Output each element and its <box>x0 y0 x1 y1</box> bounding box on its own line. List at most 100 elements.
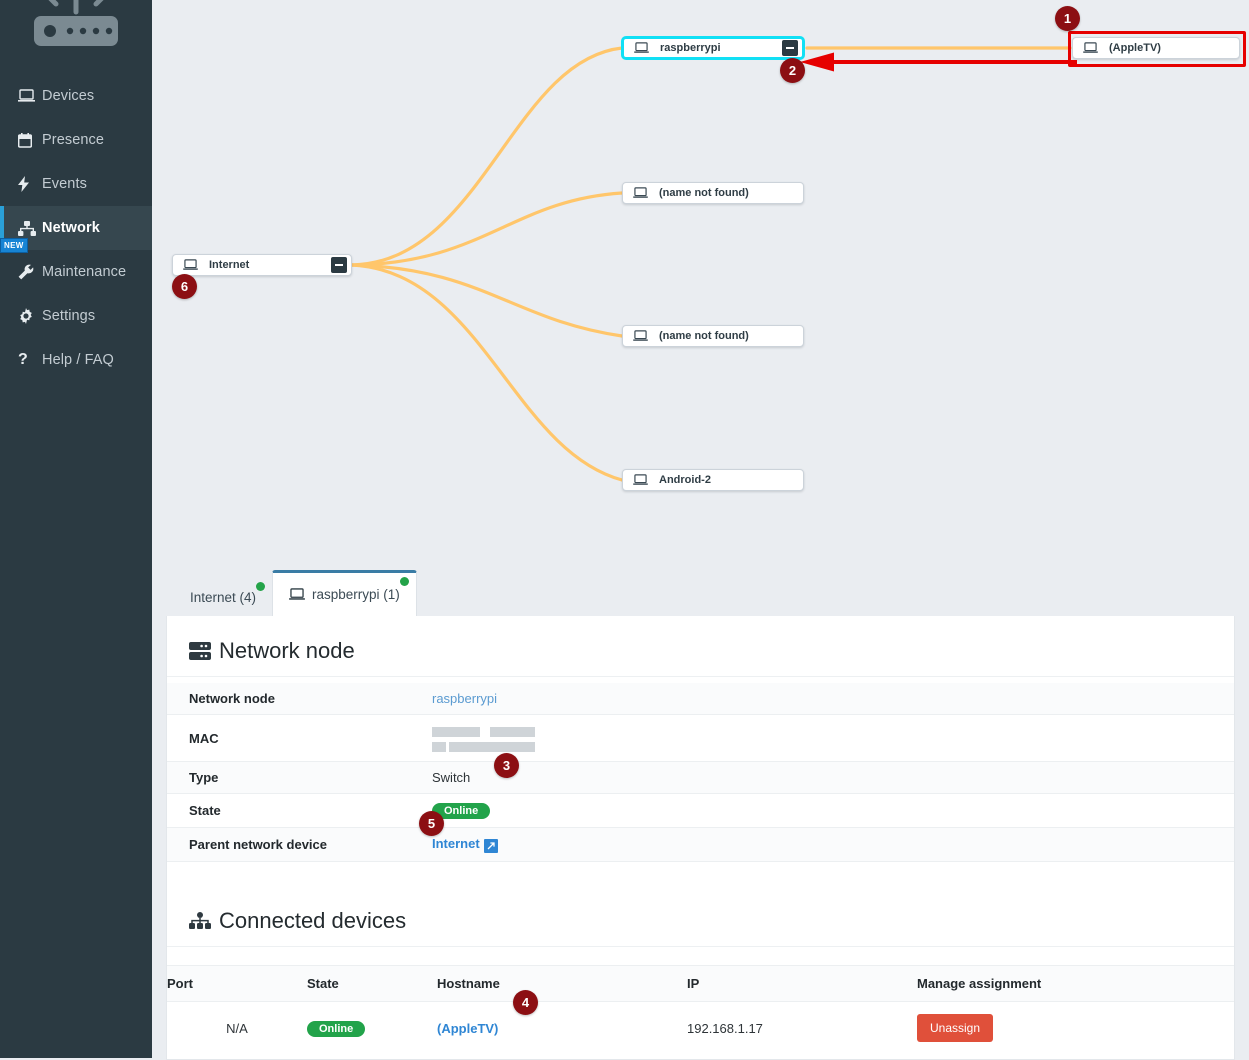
sidebar-item-help-faq[interactable]: ? Help / FAQ <box>0 338 152 382</box>
column-header-hostname: Hostname <box>437 965 687 1002</box>
status-dot-online <box>399 577 409 586</box>
section-title: Connected devices <box>219 908 407 933</box>
column-header-ip: IP <box>687 965 917 1002</box>
detail-row-state: State Online <box>167 794 1234 828</box>
topology-node-internet[interactable]: Internet <box>172 254 352 276</box>
laptop-icon <box>633 187 648 199</box>
server-icon <box>189 641 211 661</box>
column-header-port: Port <box>167 965 307 1002</box>
wrench-icon <box>18 264 42 280</box>
question-icon: ? <box>18 351 28 368</box>
sidebar-item-settings[interactable]: Settings <box>0 294 152 338</box>
detail-panel: Internet (4) raspberrypi (1) Network nod… <box>152 566 1249 1060</box>
column-header-manage-assignment: Manage assignment <box>917 965 1234 1002</box>
cell-state: Online <box>307 1002 437 1055</box>
topology-node-unknown-1[interactable]: (name not found) <box>622 182 804 204</box>
unassign-button[interactable]: Unassign <box>917 1014 994 1042</box>
sitemap-icon <box>18 220 42 236</box>
topology-edges <box>350 46 1072 482</box>
collapse-toggle-internet[interactable] <box>331 257 347 273</box>
detail-key: Network node <box>189 691 275 706</box>
detail-key: MAC <box>189 730 219 746</box>
sidebar-item-events[interactable]: Events <box>0 162 152 206</box>
collapse-toggle-raspberrypi[interactable] <box>782 40 798 56</box>
annotation-marker-4: 4 <box>513 990 538 1015</box>
app-logo[interactable] <box>0 0 152 60</box>
tab-label: raspberrypi (1) <box>312 587 400 602</box>
sidebar-item-devices[interactable]: Devices <box>0 74 152 118</box>
network-topology-diagram[interactable]: Internet raspberrypi (name not found) (n… <box>152 0 1249 566</box>
tab-internet[interactable]: Internet (4) <box>174 578 272 616</box>
tab-raspberrypi[interactable]: raspberrypi (1) <box>272 570 417 616</box>
laptop-icon <box>183 259 198 271</box>
detail-row-parent-device: Parent network device Internet <box>167 827 1234 862</box>
topology-node-unknown-2[interactable]: (name not found) <box>622 325 804 347</box>
mac-redacted <box>432 723 535 753</box>
annotation-marker-2: 2 <box>780 58 805 83</box>
cell-hostname: (AppleTV) <box>437 1002 687 1055</box>
sidebar-item-label: Devices <box>42 88 95 104</box>
annotation-marker-5: 5 <box>419 811 444 836</box>
status-badge: Online <box>432 803 491 819</box>
network-node-heading: Network node <box>167 638 1234 677</box>
gear-icon <box>18 308 42 324</box>
topology-node-android-2[interactable]: Android-2 <box>622 469 804 491</box>
hostname-link[interactable]: (AppleTV) <box>437 1020 499 1036</box>
external-link-icon[interactable] <box>483 839 498 853</box>
sidebar-item-label: Maintenance <box>42 264 127 280</box>
detail-panel-body: Network node Network node raspberrypi MA… <box>166 616 1235 1060</box>
annotation-marker-3: 3 <box>494 753 519 778</box>
tab-label: Internet (4) <box>190 589 257 605</box>
annotation-marker-6: 6 <box>172 274 197 299</box>
network-node-details: Network node raspberrypi MAC Type Switch <box>167 683 1234 862</box>
status-badge: Online <box>307 1020 366 1037</box>
laptop-icon <box>633 474 648 486</box>
annotation-marker-1: 1 <box>1055 6 1080 31</box>
topology-node-appletv[interactable]: (AppleTV) <box>1072 37 1240 59</box>
section-title: Network node <box>219 638 355 663</box>
laptop-icon <box>18 89 42 103</box>
sidebar-nav: Devices Presence Events Network NEW <box>0 74 152 382</box>
sidebar-item-presence[interactable]: Presence <box>0 118 152 162</box>
topology-node-label: Android-2 <box>659 474 711 486</box>
laptop-icon <box>1083 42 1098 54</box>
laptop-icon <box>634 42 649 54</box>
connected-devices-table: Port State Hostname IP Manage assignment… <box>167 965 1234 1054</box>
bolt-icon <box>18 176 42 192</box>
cell-port: N/A <box>226 1020 248 1036</box>
detail-key: State <box>189 803 221 818</box>
sidebar-item-label: Help / FAQ <box>42 352 114 368</box>
sidebar-item-label: Events <box>42 176 87 192</box>
topology-node-label: (name not found) <box>659 187 749 199</box>
parent-device-link[interactable]: Internet <box>432 836 480 851</box>
network-node-link[interactable]: raspberrypi <box>432 691 498 706</box>
detail-row-network-node: Network node raspberrypi <box>167 683 1234 715</box>
sitemap-icon <box>189 911 211 931</box>
table-row: N/A Online (AppleTV) 192.168.1.17 Unassi… <box>167 1002 1234 1055</box>
sidebar-item-label: Network <box>42 220 100 236</box>
cell-manage-assignment: Unassign <box>917 1002 1234 1055</box>
detail-value: Online <box>432 794 1234 828</box>
detail-value: raspberrypi <box>432 683 1234 715</box>
detail-key: Type <box>189 770 219 785</box>
sidebar-item-maintenance[interactable]: NEW Maintenance <box>0 238 152 294</box>
table-header-row: Port State Hostname IP Manage assignment <box>167 965 1234 1002</box>
detail-tabs: Internet (4) raspberrypi (1) <box>152 566 1249 616</box>
topology-node-label: (AppleTV) <box>1109 42 1161 54</box>
router-icon <box>34 0 118 46</box>
laptop-icon <box>633 330 648 342</box>
sidebar-item-label: Settings <box>42 308 96 324</box>
laptop-icon <box>289 588 305 601</box>
column-header-state: State <box>307 965 437 1002</box>
detail-value: Switch <box>432 770 471 785</box>
detail-key: Parent network device <box>189 837 327 852</box>
topology-node-raspberrypi[interactable]: raspberrypi <box>622 37 804 59</box>
topology-node-label: (name not found) <box>659 330 749 342</box>
detail-row-type: Type Switch <box>167 761 1234 794</box>
new-badge: NEW <box>0 238 28 253</box>
sidebar: Devices Presence Events Network NEW <box>0 0 152 1058</box>
connected-devices-heading: Connected devices <box>167 908 1234 947</box>
detail-value: Internet <box>432 828 1234 862</box>
calendar-icon <box>18 132 42 148</box>
detail-value <box>432 715 1234 762</box>
